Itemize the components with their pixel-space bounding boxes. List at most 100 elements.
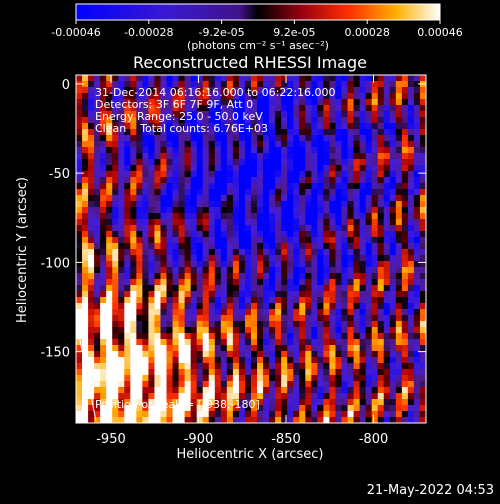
heatmap-cell [88,381,95,388]
heatmap-cell [281,105,288,112]
heatmap-cell [383,153,391,160]
heatmap-cell [142,381,149,388]
colorbar-tick-label: 0.00046 [417,26,463,39]
heatmap-cell [413,237,421,244]
heatmap-cell [299,81,306,88]
heatmap-cell [118,207,125,214]
heatmap-cell [329,333,336,340]
heatmap-cell [305,207,312,214]
heatmap-cell [359,129,367,136]
heatmap-cell [166,165,174,172]
heatmap-cell [124,141,131,148]
heatmap-cell [184,309,192,316]
heatmap-cell [196,399,204,406]
heatmap-cell [100,339,107,346]
heatmap-cell [82,405,89,412]
heatmap-cell [220,267,228,274]
heatmap-cell [299,195,306,202]
heatmap-cell [299,243,306,250]
heatmap-cell [299,279,306,286]
heatmap-cell [148,357,155,364]
heatmap-cell [383,363,391,370]
heatmap-cell [220,99,228,106]
heatmap-cell [124,153,131,160]
heatmap-cell [154,141,161,148]
heatmap-cell [118,213,125,220]
heatmap-cell [413,261,421,268]
heatmap-cell [353,315,361,322]
heatmap-cell [172,201,180,208]
heatmap-cell [130,393,137,400]
heatmap-cell [383,381,391,388]
heatmap-cell [76,117,83,124]
heatmap-cell [341,219,349,226]
heatmap-cell [208,273,216,280]
heatmap-cell [317,237,324,244]
heatmap-cell [299,165,306,172]
heatmap-cell [323,393,330,400]
heatmap-cell [419,171,426,178]
heatmap-cell [359,177,367,184]
heatmap-cell [377,327,385,334]
heatmap-cell [305,99,312,106]
heatmap-cell [377,177,385,184]
heatmap-cell [82,255,89,262]
heatmap-cell [244,177,252,184]
heatmap-cell [82,177,89,184]
heatmap-cell [269,219,276,226]
heatmap-cell [136,237,143,244]
heatmap-cell [172,285,180,292]
heatmap-cell [190,393,198,400]
heatmap-cell [329,417,336,423]
heatmap-cell [317,93,324,100]
heatmap-cell [124,201,131,208]
heatmap-cell [94,159,101,166]
heatmap-cell [148,147,155,154]
heatmap-cell [88,75,95,82]
heatmap-cell [124,279,131,286]
heatmap-cell [100,117,107,124]
heatmap-cell [136,129,143,136]
heatmap-cell [178,333,186,340]
heatmap-cell [371,255,379,262]
heatmap-cell [196,93,204,100]
heatmap-cell [106,309,113,316]
heatmap-cell [419,141,426,148]
heatmap-cell [407,135,415,142]
heatmap-cell [100,357,107,364]
heatmap-cell [365,183,373,190]
heatmap-cell [305,243,312,250]
heatmap-cell [257,243,264,250]
heatmap-cell [142,99,149,106]
heatmap-cell [335,411,343,418]
heatmap-cell [389,309,397,316]
heatmap-cell [106,129,113,136]
heatmap-cell [299,375,306,382]
heatmap-cell [196,75,204,82]
heatmap-cell [100,297,107,304]
heatmap-cell [269,351,276,358]
heatmap-cell [106,111,113,118]
annotation-energy: Energy Range: 25.0 - 50.0 keV [95,110,263,123]
heatmap-cell [142,243,149,250]
heatmap-cell [166,309,174,316]
heatmap-cell [106,267,113,274]
heatmap-cell [263,99,270,106]
heatmap-cell [383,327,391,334]
heatmap-cell [202,213,210,220]
heatmap-cell [317,363,324,370]
heatmap-cell [154,393,161,400]
heatmap-cell [82,411,89,418]
heatmap-cell [359,279,367,286]
heatmap-cell [226,117,234,124]
heatmap-cell [275,237,282,244]
heatmap-cell [323,339,330,346]
heatmap-cell [208,225,216,232]
heatmap-cell [148,249,155,256]
heatmap-cell [142,279,149,286]
heatmap-cell [106,237,113,244]
heatmap-cell [269,381,276,388]
heatmap-cell [136,363,143,370]
heatmap-cell [238,345,246,352]
heatmap-cell [275,351,282,358]
